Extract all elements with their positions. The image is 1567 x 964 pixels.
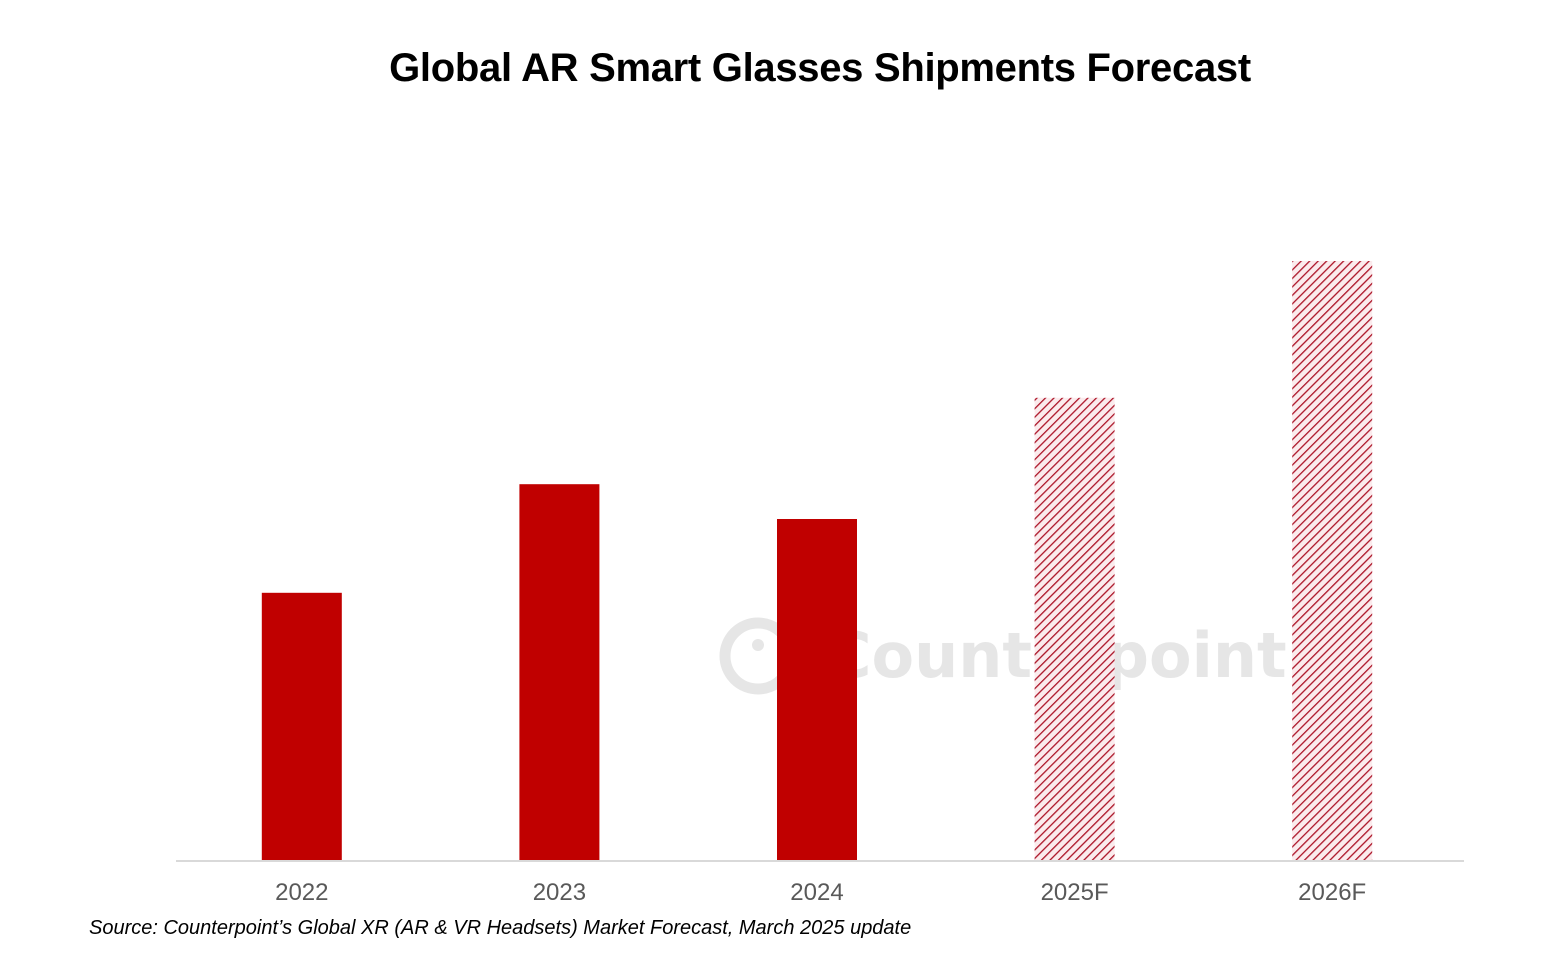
source-footnote: Source: Counterpoint’s Global XR (AR & V… [89,917,912,939]
bar-2024 [777,519,857,861]
x-tick-label: 2023 [533,879,586,906]
x-tick-label: 2024 [790,879,843,906]
bar-2022 [261,592,342,861]
x-tick-label: 2026F [1298,879,1366,906]
logo-dot-icon [752,639,764,651]
bar-2025f [1034,397,1115,861]
chart-title: Global AR Smart Glasses Shipments Foreca… [389,46,1251,90]
bar-2026f [1292,261,1373,861]
x-tick-label: 2025F [1041,879,1109,906]
x-tick-label: 2022 [275,879,328,906]
bar-2023 [519,484,600,861]
